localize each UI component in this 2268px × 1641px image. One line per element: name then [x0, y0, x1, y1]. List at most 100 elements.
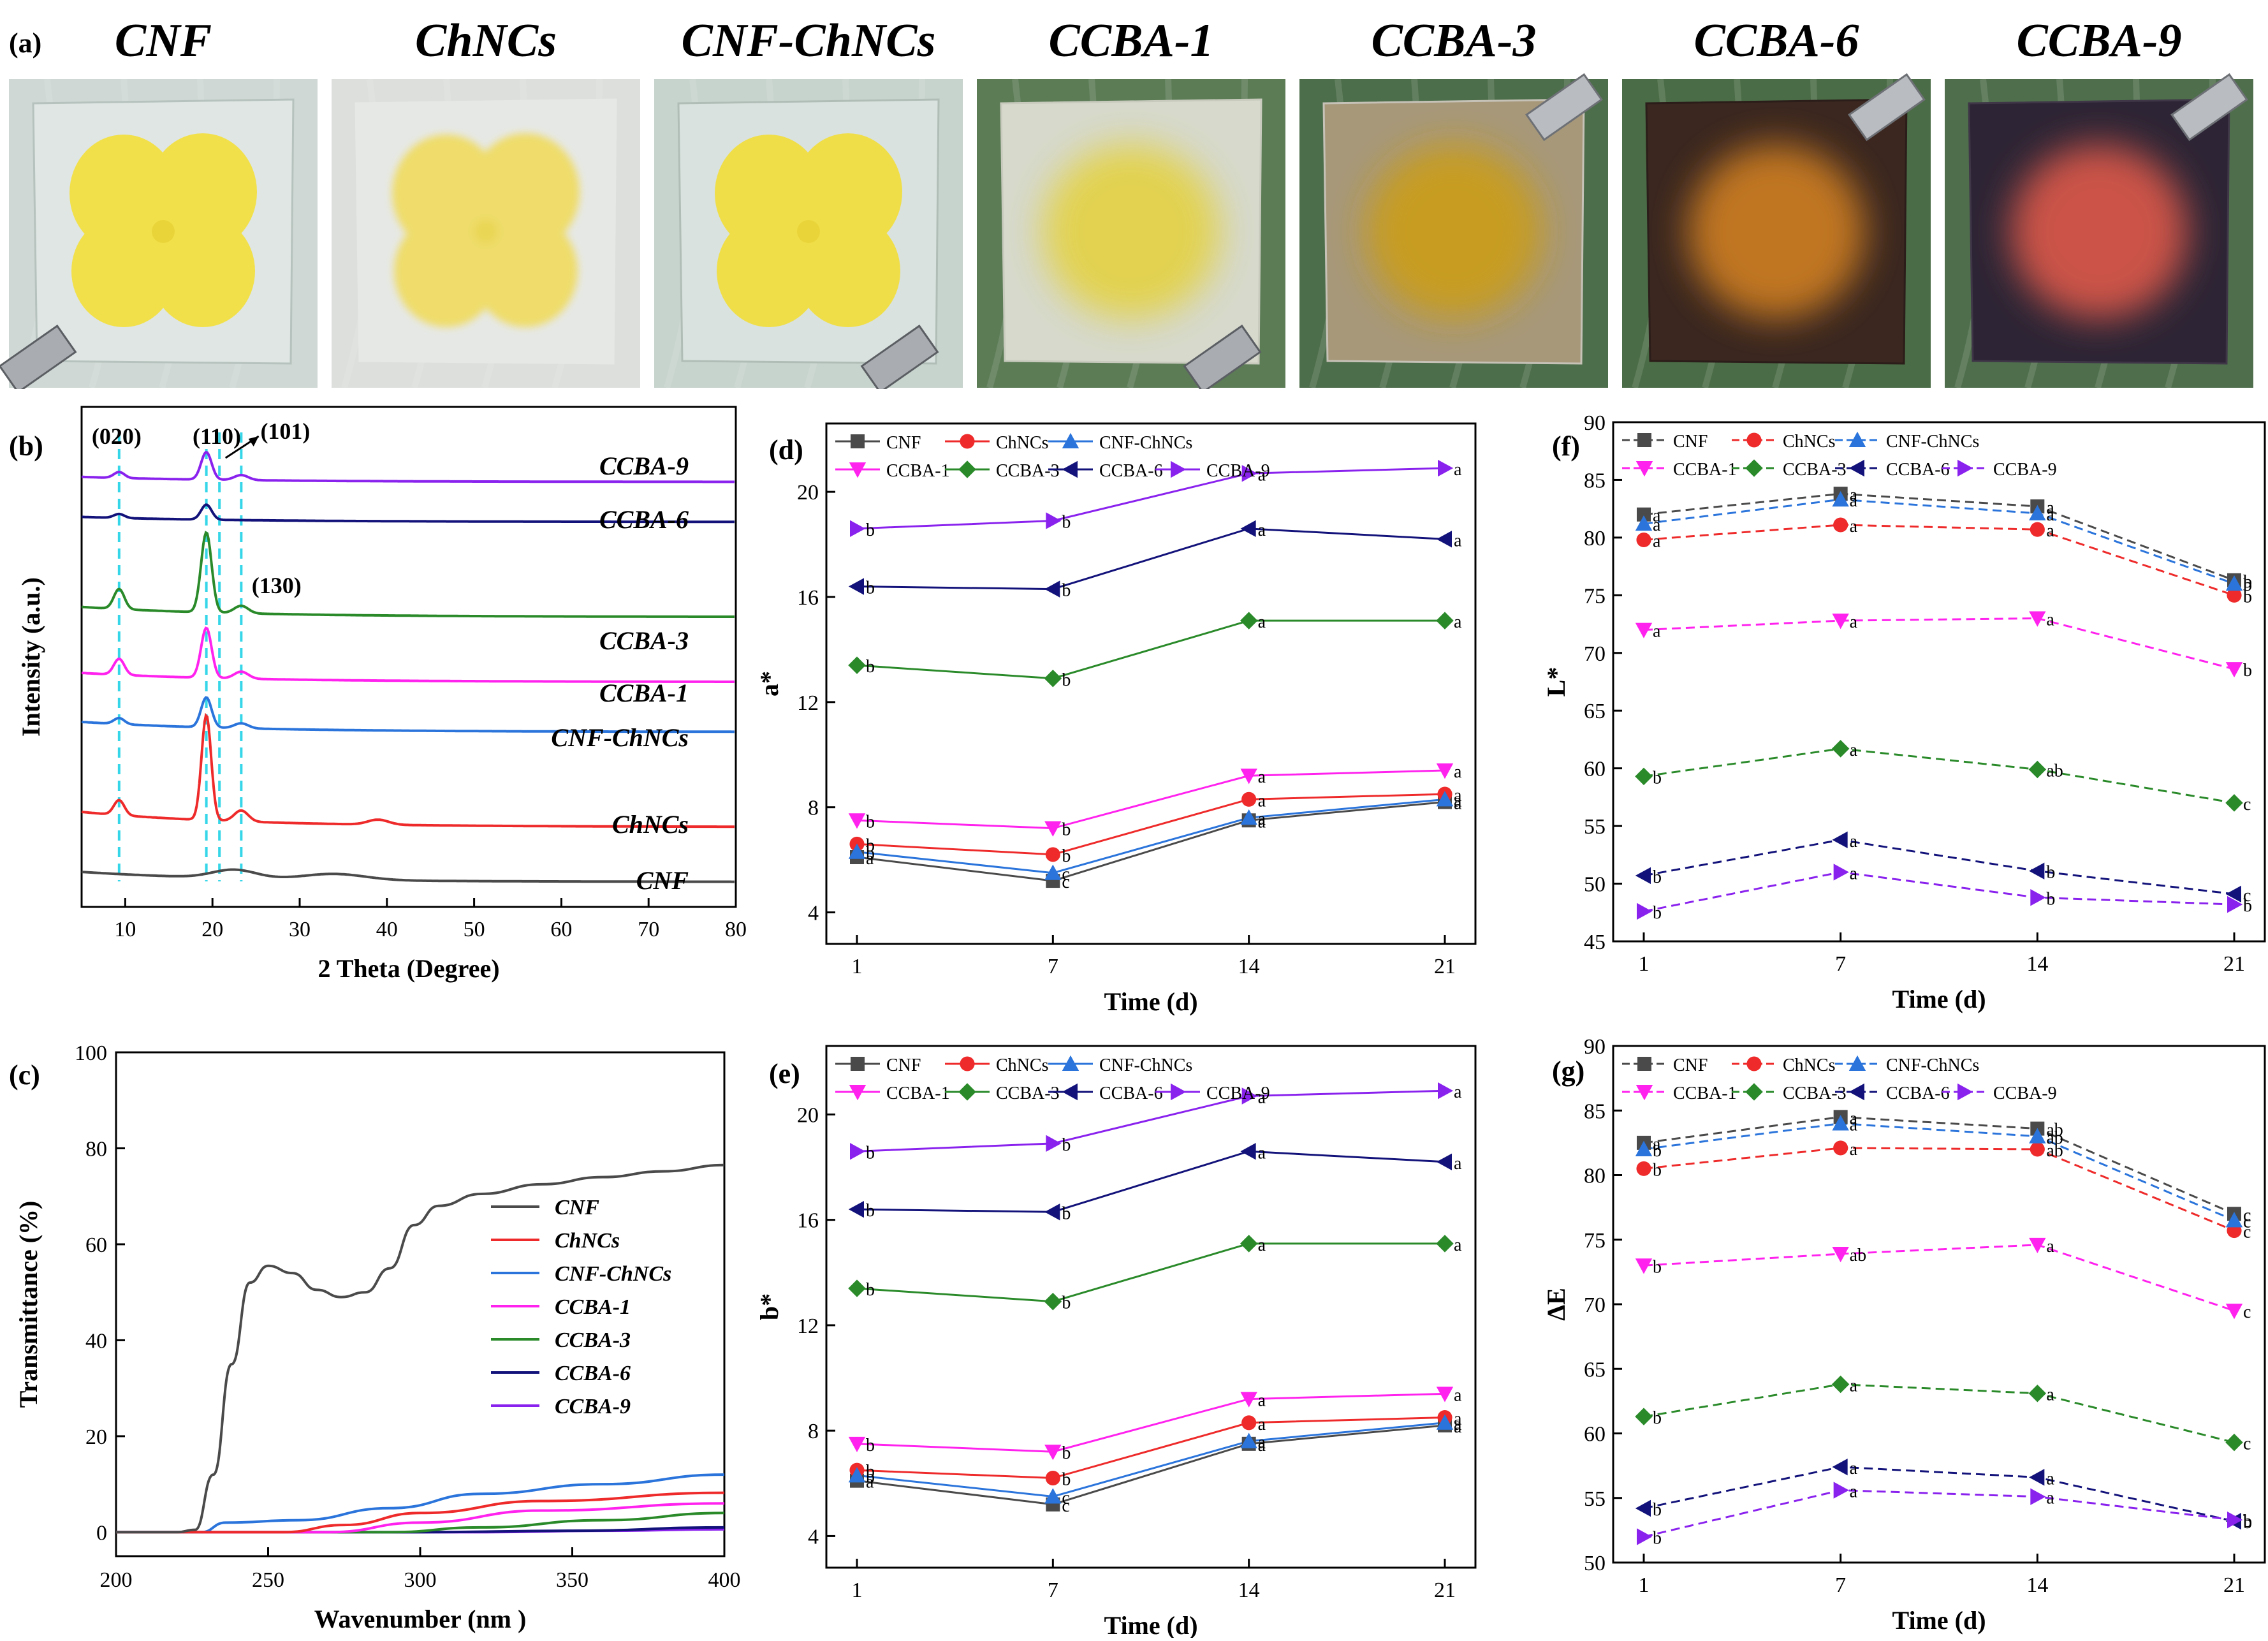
- series-line-ccba-9: [1643, 1489, 2235, 1538]
- marker-circle: [1241, 1415, 1257, 1431]
- marker-diamond: [848, 1279, 866, 1297]
- marker-diamond: [1745, 1083, 1763, 1101]
- marker-triangle-up: [1062, 1055, 1079, 1071]
- y-tick-label: 55: [1584, 1487, 1606, 1511]
- marker-diamond: [1635, 767, 1653, 786]
- flower-center: [474, 220, 497, 243]
- legend-label: CNF-ChNCs: [1099, 1056, 1192, 1075]
- series-line-ccba-9: [856, 467, 1445, 530]
- series-line-cnf: [856, 1424, 1445, 1506]
- marker-triangle-up: [1436, 1414, 1454, 1430]
- y-tick-label: 16: [797, 586, 819, 610]
- significance-letter: a: [1454, 1385, 1462, 1405]
- photo-cnf: CNF: [0, 15, 318, 394]
- marker-triangle-up: [2225, 575, 2243, 591]
- x-tick-label: 21: [1434, 1578, 1456, 1602]
- y-axis-label: ΔE: [1542, 1288, 1570, 1321]
- significance-letter: ab: [2046, 1128, 2063, 1148]
- marker-triangle-left: [1635, 867, 1651, 885]
- significance-letter: b: [866, 1436, 875, 1455]
- flower: [392, 133, 580, 327]
- x-tick-label: 40: [376, 918, 398, 941]
- marker-triangle-down: [849, 462, 867, 478]
- legend-label: CCBA-9: [1206, 1084, 1270, 1103]
- significance-letter: a: [2046, 610, 2054, 630]
- significance-letter: a: [1258, 767, 1266, 787]
- photo-ccba-3: CCBA-3: [1299, 15, 1608, 389]
- series-label: CCBA-1: [599, 679, 689, 707]
- legend-label: CNF: [555, 1196, 599, 1219]
- legend-label: CCBA-1: [886, 1084, 950, 1103]
- y-tick-label: 20: [797, 1103, 819, 1127]
- marker-triangle-down: [849, 1085, 867, 1101]
- y-axis-label: b*: [755, 1293, 784, 1320]
- significance-letter: b: [2243, 1512, 2252, 1531]
- marker-triangle-up: [1062, 432, 1079, 448]
- x-axis-label: Wavenumber (nm ): [314, 1605, 527, 1633]
- significance-letter: a: [1850, 491, 1858, 511]
- x-tick-label: 1: [852, 955, 863, 978]
- marker-triangle-down: [1436, 1387, 1454, 1402]
- significance-letter: c: [2243, 1223, 2251, 1242]
- marker-triangle-right: [1438, 459, 1454, 477]
- series-line-chncs: [1643, 524, 2235, 596]
- series-line-cnf-chncs: [1643, 1122, 2235, 1221]
- significance-letter: c: [1062, 1496, 1069, 1516]
- marker-triangle-down: [1635, 1085, 1653, 1101]
- panel-label-e: (e): [769, 1058, 800, 1089]
- legend-label: ChNCs: [1783, 432, 1835, 452]
- significance-letter: a: [1454, 531, 1462, 550]
- marker-triangle-right: [1171, 1083, 1187, 1101]
- marker-diamond: [2225, 1433, 2243, 1452]
- x-tick-label: 21: [2223, 952, 2245, 976]
- marker-triangle-down: [1832, 614, 1849, 629]
- legend-label: CNF-ChNCs: [1099, 433, 1192, 453]
- series-line-ccba-6: [1643, 839, 2235, 895]
- significance-letter: a: [1258, 1415, 1266, 1434]
- significance-letter: b: [2243, 661, 2252, 681]
- x-tick-label: 250: [252, 1568, 284, 1592]
- photo-title: CCBA-9: [2016, 15, 2181, 67]
- y-tick-label: 16: [797, 1209, 819, 1233]
- significance-letter: b: [1062, 1203, 1071, 1223]
- marker-triangle-right: [1438, 1082, 1454, 1100]
- marker-triangle-up: [2225, 1212, 2243, 1228]
- series-line-ccba-1: [1643, 1244, 2235, 1312]
- legend-label: CNF: [1673, 1056, 1708, 1075]
- marker-triangle-right: [1957, 459, 1973, 477]
- marker-triangle-right: [1637, 1528, 1653, 1545]
- marker-diamond: [2225, 794, 2243, 812]
- series-line-cnf-chncs: [856, 798, 1445, 874]
- marker-triangle-right: [1241, 465, 1257, 482]
- x-tick-label: 70: [638, 918, 659, 941]
- flower-petal: [149, 133, 257, 251]
- legend-label: ChNCs: [555, 1229, 620, 1253]
- significance-letter: a: [1454, 1415, 1462, 1434]
- significance-letter: b: [866, 812, 875, 832]
- significance-letter: ab: [2046, 1121, 2063, 1140]
- significance-letter: a: [1258, 1436, 1266, 1455]
- marker-diamond: [958, 460, 976, 478]
- significance-letter: a: [1653, 532, 1661, 552]
- significance-letter: a: [1454, 791, 1462, 811]
- metal-clip: [860, 324, 939, 394]
- metal-clip: [2170, 73, 2248, 142]
- panel-label-f: (f): [1552, 430, 1580, 462]
- legend-label: CCBA-9: [1993, 460, 2057, 480]
- series-line-chncs: [81, 712, 735, 828]
- legend: CNF ChNCs CNF-ChNCs CCBA-1 CCBA-3 CCBA-6 CCBA-…: [1622, 431, 2057, 480]
- flower-petal: [71, 215, 176, 327]
- marker-diamond: [1436, 612, 1454, 629]
- significance-letter: a: [1850, 1115, 1858, 1135]
- significance-letter: a: [2046, 1469, 2054, 1489]
- series-line-cnf: [116, 1163, 725, 1534]
- y-tick-label: 75: [1584, 1229, 1606, 1253]
- photo-ccba-1: CCBA-1: [977, 15, 1285, 394]
- flower-petal: [150, 215, 255, 327]
- significance-letter: a: [1454, 1235, 1462, 1255]
- legend-label: CCBA-6: [1099, 1084, 1163, 1103]
- marker-diamond: [2028, 1384, 2047, 1402]
- marker-triangle-left: [1240, 520, 1256, 538]
- significance-letter: b: [866, 1201, 875, 1221]
